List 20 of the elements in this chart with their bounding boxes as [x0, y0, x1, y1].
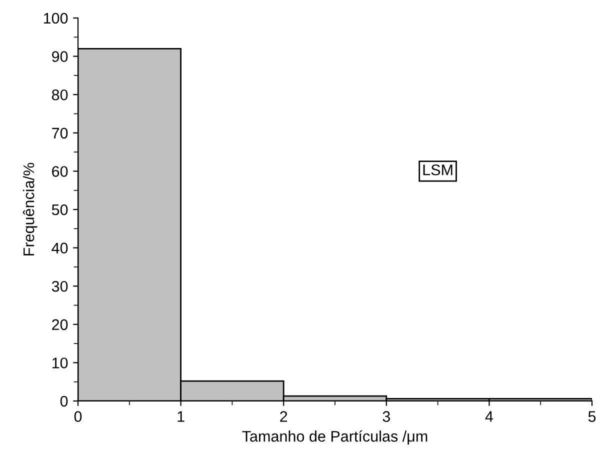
y-tick-label: 100 [44, 12, 68, 24]
y-tick-label: 80 [52, 89, 68, 100]
annotation: LSM [423, 164, 452, 176]
y-tick-label: 10 [52, 358, 68, 368]
x-tick-label: 4 [485, 411, 493, 422]
y-tick-label: 0 [60, 396, 68, 407]
y-tick-label: 60 [52, 166, 68, 177]
x-tick-label: 0 [74, 411, 82, 422]
x-tick-label: 3 [382, 411, 390, 422]
x-tick-label: 1 [178, 411, 184, 422]
y-tick-label: 40 [52, 242, 68, 254]
x-axis-title: Tamanho de Partículas /μm [242, 430, 428, 445]
y-tick-label: 30 [52, 280, 68, 292]
y-tick-label: 70 [52, 128, 68, 139]
x-tick-label: 2 [280, 411, 288, 422]
y-axis-title: Frequência/% [22, 162, 38, 256]
y-tick-label: 50 [52, 204, 68, 216]
y-tick-label: 90 [52, 51, 68, 62]
y-tick-label: 20 [52, 319, 68, 330]
x-tick-label: 5 [588, 411, 596, 422]
